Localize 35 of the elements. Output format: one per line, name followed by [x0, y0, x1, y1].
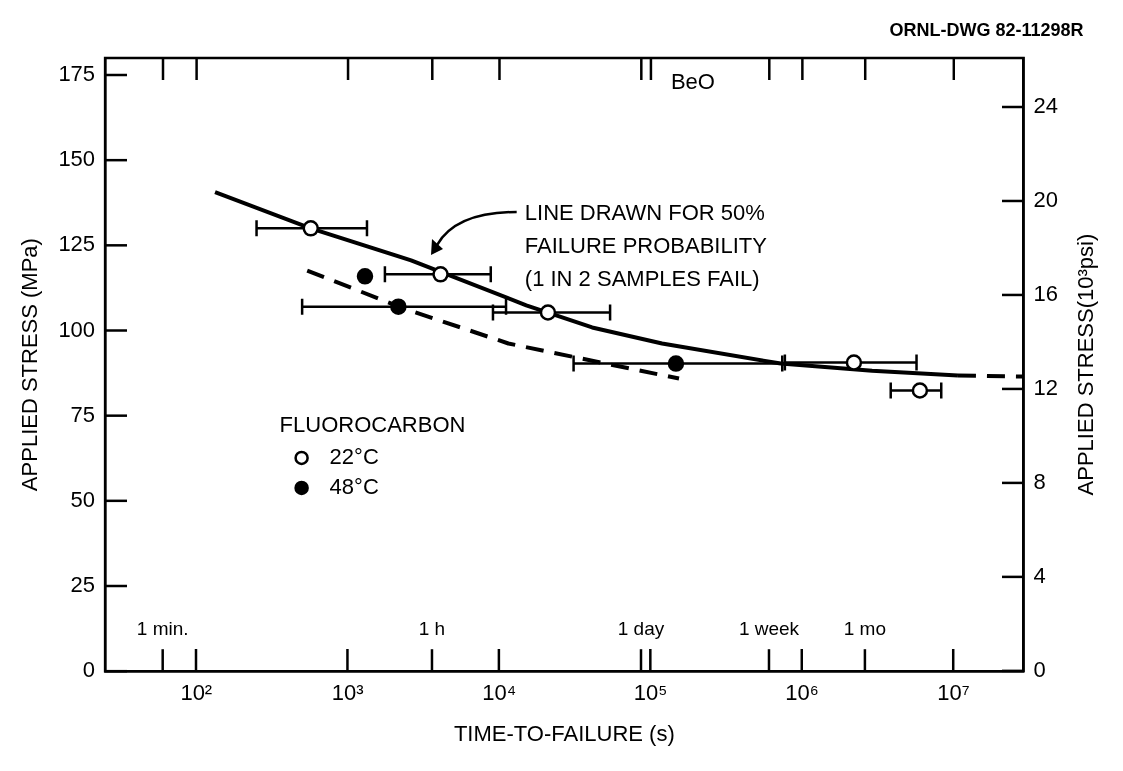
y2-tick-label: 8 — [1033, 469, 1046, 495]
y-axis-title: APPLIED STRESS (MPa) — [17, 238, 43, 492]
x-tick-label: 10⁵ — [633, 680, 668, 706]
y2-tick-label: 16 — [1033, 281, 1059, 307]
x-tick-label: 10⁴ — [482, 680, 517, 706]
ref-line-label: 1 h — [418, 617, 446, 639]
legend-label: 22°C — [329, 443, 379, 469]
y-tick-label: 0 — [82, 657, 96, 683]
y-tick-label: 75 — [70, 401, 96, 427]
y-tick-label: 150 — [58, 146, 96, 172]
y-tick-label: 25 — [70, 572, 96, 598]
y2-tick-label: 24 — [1033, 93, 1059, 119]
y2-tick-label: 0 — [1033, 657, 1046, 683]
x-axis-title: TIME-TO-FAILURE (s) — [453, 720, 675, 746]
y2-tick-label: 4 — [1033, 563, 1046, 589]
y2-axis-title: APPLIED STRESS(10³psi) — [1073, 233, 1099, 496]
ref-line-label: 1 mo — [843, 617, 887, 639]
x-tick-label: 10⁷ — [937, 680, 970, 706]
ref-line-label: 1 min. — [136, 617, 189, 639]
y2-tick-label: 12 — [1033, 375, 1059, 401]
annotation: LINE DRAWN FOR 50% FAILURE PROBABILITY (1 IN 2 SAMPLES FAIL) — [524, 200, 768, 292]
x-tick-label: 10² — [180, 680, 213, 706]
y-tick-label: 50 — [70, 486, 96, 512]
text: BeO — [670, 69, 715, 95]
x-tick-label: 10³ — [331, 680, 364, 706]
ref-line-label: 1 day — [617, 617, 665, 639]
y-tick-label: 125 — [58, 231, 96, 257]
legend-label: 48°C — [329, 473, 379, 499]
ref-line-label: 1 week — [738, 617, 800, 639]
y2-tick-label: 20 — [1033, 187, 1059, 213]
y-tick-label: 100 — [58, 316, 96, 342]
y-tick-label: 175 — [58, 61, 96, 87]
text: ORNL-DWG 82-11298R — [889, 19, 1084, 40]
x-tick-label: 10⁶ — [785, 680, 819, 706]
legend-title: FLUOROCARBON — [279, 411, 466, 437]
